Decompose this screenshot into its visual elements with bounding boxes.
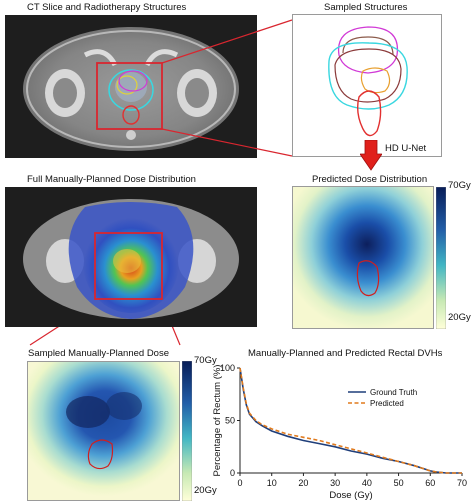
predicted-dose-title: Predicted Dose Distribution	[312, 174, 428, 185]
legend-label: Ground Truth	[370, 388, 417, 397]
colorbar-bottom	[182, 361, 192, 501]
dvh-chart-title: Manually-Planned and Predicted Rectal DV…	[248, 348, 443, 359]
dvh-chart: 0 10 20 30 40 50 60 70 0 50 100 Dose (Gy) Percentage…	[212, 363, 467, 501]
y-tick-label: 100	[220, 363, 235, 373]
y-tick-label: 0	[230, 468, 235, 478]
series-line-predicted	[239, 367, 462, 474]
legend-label: Predicted	[370, 399, 404, 408]
ct-slice-image	[5, 15, 257, 158]
colorbar-bottom-max-label: 70Gy	[194, 355, 217, 366]
x-axis-label: Dose (Gy)	[329, 490, 372, 501]
y-axis-label: Percentage of Rectum (%)	[212, 365, 223, 477]
full-dose-image	[5, 187, 257, 327]
colorbar-bottom-min-label: 20Gy	[194, 485, 217, 496]
colorbar-top-max-label: 70Gy	[448, 180, 471, 191]
x-tick-label: 20	[298, 478, 308, 488]
x-tick-label: 0	[237, 478, 242, 488]
colorbar-top-min-label: 20Gy	[448, 312, 471, 323]
y-tick-label: 50	[225, 416, 235, 426]
downward-arrow-icon	[360, 140, 382, 171]
sampled-structures-image	[292, 14, 442, 157]
predicted-dose-image	[292, 186, 434, 329]
series-line-ground-truth	[239, 367, 462, 474]
x-tick-label: 30	[330, 478, 340, 488]
sampled-dose-title: Sampled Manually-Planned Dose	[28, 348, 169, 359]
full-dose-title: Full Manually-Planned Dose Distribution	[27, 174, 196, 185]
arrow-label: HD U-Net	[385, 143, 427, 154]
x-tick-label: 50	[394, 478, 404, 488]
sampled-structures-title: Sampled Structures	[324, 2, 408, 13]
x-tick-label: 10	[267, 478, 277, 488]
x-tick-label: 70	[457, 478, 467, 488]
sampled-dose-image	[27, 361, 180, 501]
x-tick-label: 40	[362, 478, 372, 488]
ct-panel-title: CT Slice and Radiotherapy Structures	[27, 2, 187, 13]
x-tick-label: 60	[425, 478, 435, 488]
colorbar-top	[436, 187, 446, 329]
